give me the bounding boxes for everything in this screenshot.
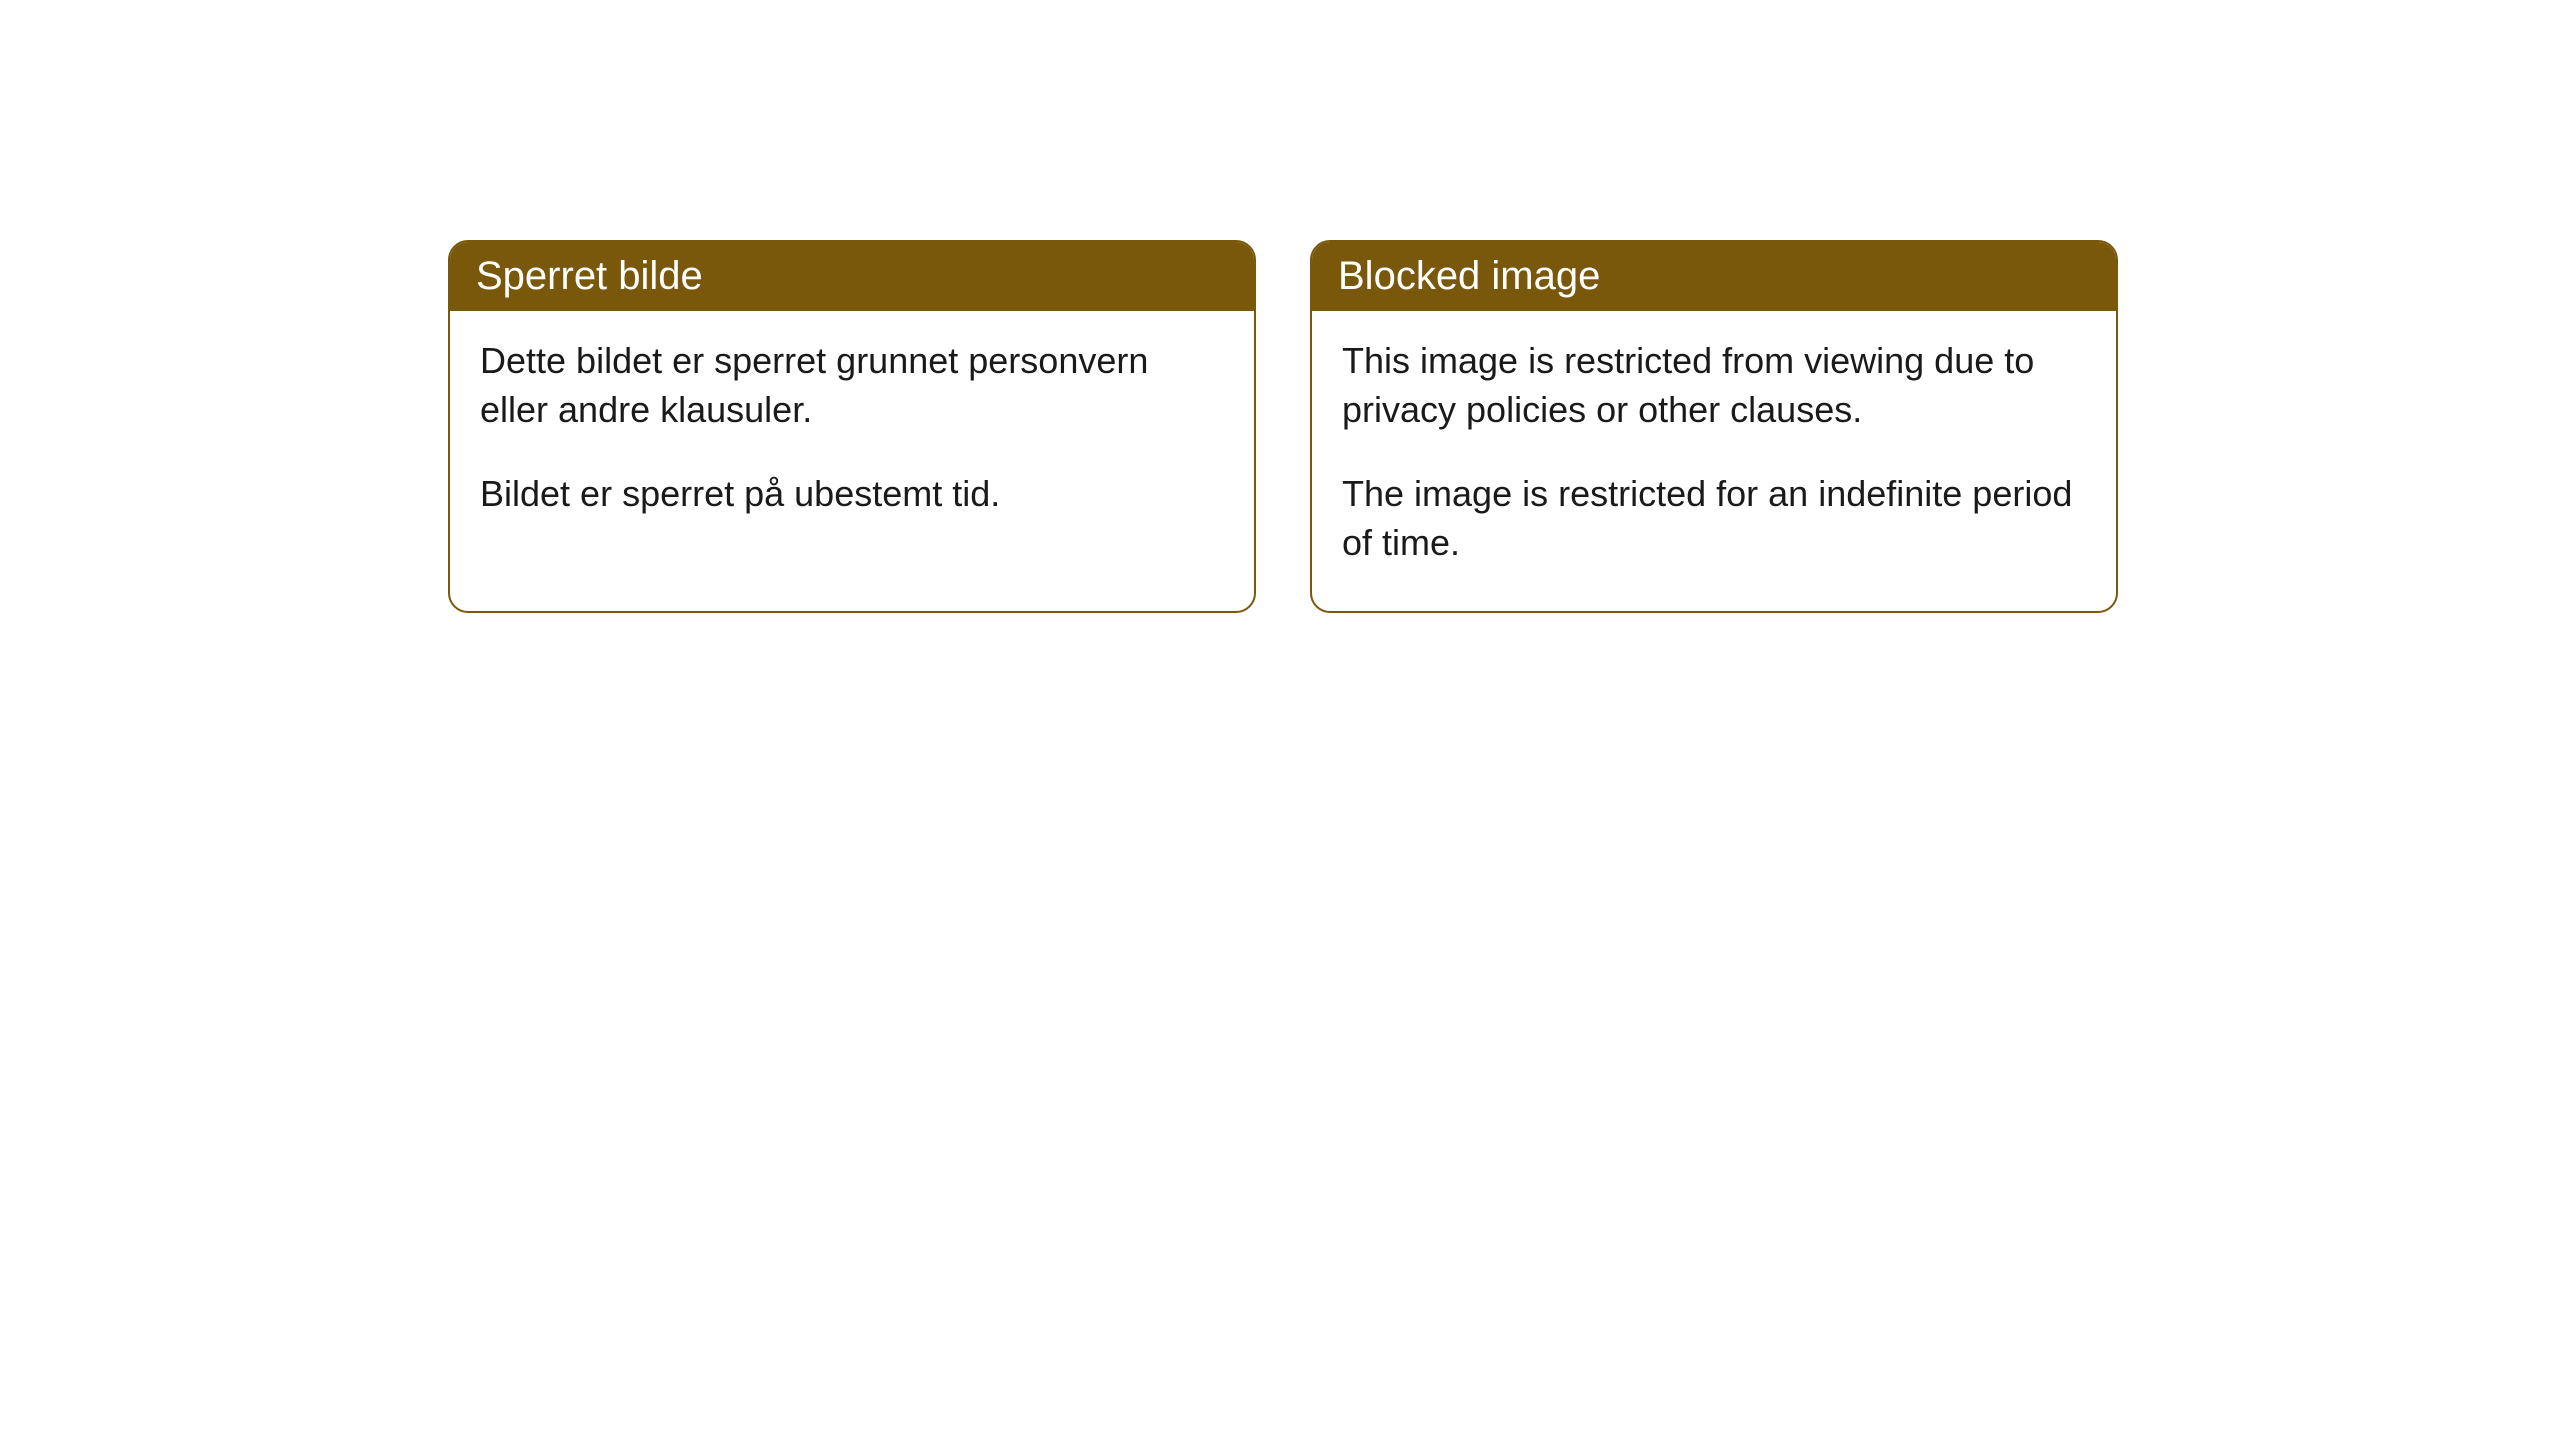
card-body: This image is restricted from viewing du… (1312, 311, 2116, 611)
cards-container: Sperret bilde Dette bildet er sperret gr… (448, 240, 2118, 613)
card-title: Blocked image (1338, 254, 1600, 298)
card-paragraph: Dette bildet er sperret grunnet personve… (480, 337, 1224, 434)
card-header: Blocked image (1312, 242, 2116, 311)
card-header: Sperret bilde (450, 242, 1254, 311)
card-body: Dette bildet er sperret grunnet personve… (450, 311, 1254, 563)
card-paragraph: The image is restricted for an indefinit… (1342, 470, 2086, 567)
blocked-image-card-english: Blocked image This image is restricted f… (1310, 240, 2118, 613)
card-paragraph: This image is restricted from viewing du… (1342, 337, 2086, 434)
blocked-image-card-norwegian: Sperret bilde Dette bildet er sperret gr… (448, 240, 1256, 613)
card-title: Sperret bilde (476, 254, 703, 298)
card-paragraph: Bildet er sperret på ubestemt tid. (480, 470, 1224, 519)
